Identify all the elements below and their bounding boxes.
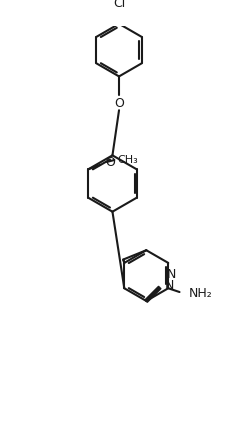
Text: N: N	[164, 279, 174, 292]
Text: NH₂: NH₂	[189, 287, 213, 300]
Text: CH₃: CH₃	[117, 155, 138, 165]
Text: Cl: Cl	[113, 0, 125, 10]
Text: O: O	[105, 157, 115, 169]
Text: O: O	[114, 97, 124, 110]
Text: N: N	[166, 268, 176, 281]
